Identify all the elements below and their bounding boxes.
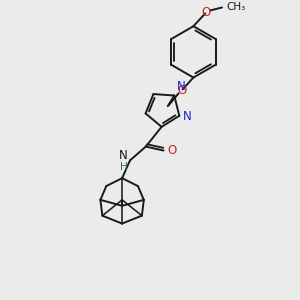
Text: O: O <box>167 144 177 157</box>
Text: O: O <box>177 84 186 97</box>
Text: N: N <box>183 110 192 123</box>
Text: CH₃: CH₃ <box>226 2 245 13</box>
Text: H: H <box>120 162 128 172</box>
Text: N: N <box>119 149 128 162</box>
Text: N: N <box>177 80 186 93</box>
Text: O: O <box>202 6 211 19</box>
